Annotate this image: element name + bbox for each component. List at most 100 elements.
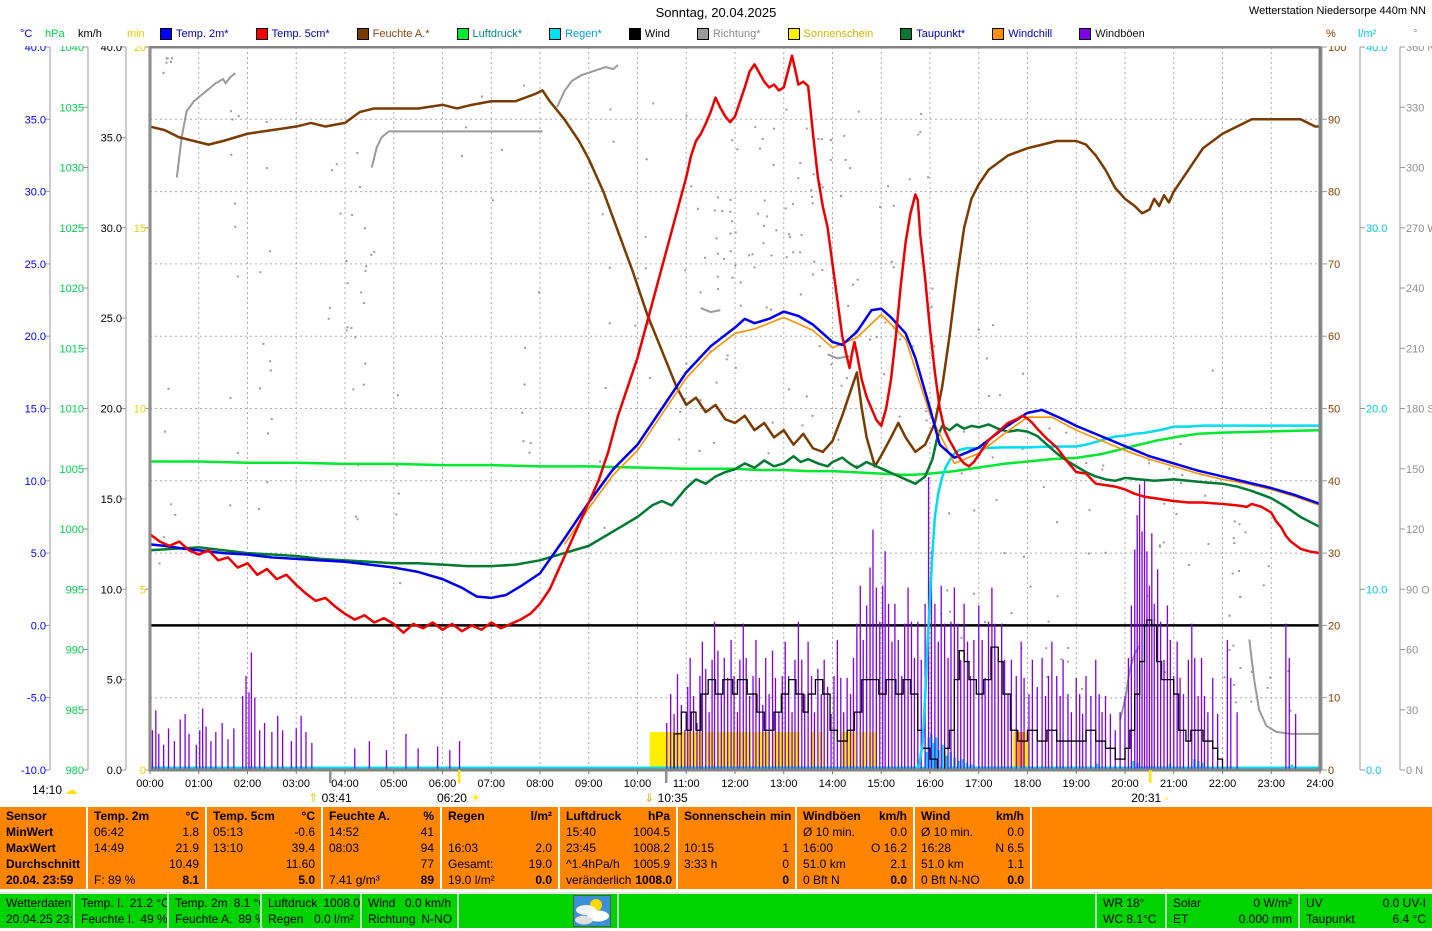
table-col-sensor: Sensor MinWert MaxWert Durchschnitt 20.04. 2… (0, 807, 88, 889)
x-hour-label: 22:00 (1209, 778, 1237, 790)
status-label: Luftdruck (268, 896, 318, 910)
humidity-axis-label: 100 (1328, 46, 1346, 54)
wind-line (150, 619, 1320, 771)
x-hour-label: 13:00 (770, 778, 798, 790)
direction-dot (362, 383, 365, 386)
direction-dot (739, 281, 742, 284)
wind-axis-unit: km/h (78, 28, 102, 40)
table-col-windb-en: Windböen km/h Ø 10 min. 0.0 16:00 O 16.2 51.0 … (797, 807, 915, 889)
moonset-time: ⇑ 03:41 (308, 791, 352, 805)
direction-dot (1266, 686, 1269, 689)
direction-dot (762, 224, 765, 227)
direction-dot (960, 472, 963, 475)
direction-dot (784, 207, 787, 210)
direction-dot (259, 387, 262, 390)
direction-dot (715, 381, 718, 384)
direction-dot (500, 148, 503, 151)
cell-value: 77 (420, 857, 434, 871)
direction-dot (1168, 467, 1171, 470)
direction-dot (265, 120, 268, 123)
cell-value: 1.8 (182, 825, 199, 839)
rain-axis-label: 30.0 (1366, 223, 1387, 235)
cell-value: 2.0 (535, 841, 552, 855)
humidity-axis-label: 30 (1328, 548, 1340, 560)
direction-dot (770, 254, 773, 257)
direction-dot (399, 582, 402, 585)
x-hour-label: 04:00 (331, 778, 359, 790)
direction-dot (528, 451, 531, 454)
direction-dot (757, 212, 760, 215)
wind-axis-label: 5.0 (107, 675, 122, 687)
direction-dot (354, 336, 357, 339)
cell-time: 13:10 (213, 841, 244, 855)
direction-dot (257, 508, 260, 511)
direction-dot (1233, 542, 1236, 545)
rain-rate-bar (961, 759, 965, 770)
rain-rate-bar (965, 762, 969, 770)
status-label: Regen (268, 912, 304, 926)
legend-label: Temp. 2m* (176, 28, 229, 40)
direction-dot (1042, 486, 1045, 489)
direction-dot (813, 260, 816, 263)
direction-dot (1087, 552, 1090, 555)
direction-dot (523, 383, 526, 386)
table-col-regen: Regen l/m² 16:03 2.0 Gesamt: 19.0 19.0 l/m² 0.0 (442, 807, 560, 889)
direction-dot (972, 592, 975, 595)
moonrise-time-icon: ☁ (62, 783, 77, 797)
status-label: ET (1173, 912, 1189, 926)
x-hour-label: 14:00 (819, 778, 847, 790)
table-col-sonnenschein: Sonnenschein min 10:15 1 3:33 h 0 0 (678, 807, 797, 889)
x-hour-label: 06:00 (429, 778, 457, 790)
direction-dot (1287, 669, 1290, 672)
direction-segment (700, 307, 721, 314)
cell-value: 2.1 (890, 857, 907, 871)
x-hour-label: 17:00 (965, 778, 993, 790)
temp-axis-label: 15.0 (25, 404, 46, 416)
status-bar: Wetterdaten 20.04.25 23:59 Temp. I. 21.2 °C… (0, 892, 1432, 928)
legend-label: Richtung* (712, 28, 761, 40)
direction-dot (396, 394, 399, 397)
direction-dot (328, 306, 331, 309)
status-label: Richtung (368, 912, 416, 926)
direction-dot (772, 164, 775, 167)
direction-dot (917, 133, 920, 136)
direction-dot (634, 324, 637, 327)
table-row: 3:33 h 0 (684, 856, 789, 872)
rain-axis-label: 10.0 (1366, 584, 1387, 596)
direction-dot (818, 345, 821, 348)
cell-time: veränderlich (566, 873, 632, 887)
cell-time: Gesamt: (448, 857, 494, 871)
sunrise-time: 06:20 ☀ (437, 791, 481, 805)
status-value: 89 % (238, 912, 260, 926)
direction-dot (763, 199, 766, 202)
direction-segment (370, 130, 543, 168)
direction-dot (345, 329, 348, 332)
cell-time: 19.0 l/m² (448, 873, 495, 887)
pressure-axis-label: 1010 (60, 404, 84, 416)
direction-dot (1046, 676, 1049, 679)
direction-dot (792, 251, 795, 254)
direction-dot (395, 513, 398, 516)
direction-dot (684, 269, 687, 272)
direction-dot (759, 147, 762, 150)
direction-dot (1088, 509, 1091, 512)
direction-dot (985, 357, 988, 360)
direction-axis-label: 90 O (1406, 584, 1430, 596)
direction-segment (556, 64, 619, 108)
direction-dot (829, 159, 832, 162)
direction-dot (365, 265, 368, 268)
wind-axis-label: 0.0 (107, 765, 122, 777)
direction-dot (1163, 502, 1166, 505)
status-value: N-NO (421, 912, 453, 926)
direction-dot (647, 322, 650, 325)
cell-value: 41 (420, 825, 434, 839)
series-windchill (563, 313, 1321, 545)
rain-rate-bar (957, 760, 960, 770)
direction-dot (931, 287, 934, 290)
direction-dot (960, 636, 963, 639)
direction-dot (346, 282, 349, 285)
cell-value: 0 (782, 873, 789, 887)
direction-dot (636, 277, 639, 280)
table-row: 13:10 39.4 (213, 840, 315, 856)
cell-value: 11.60 (285, 857, 315, 871)
